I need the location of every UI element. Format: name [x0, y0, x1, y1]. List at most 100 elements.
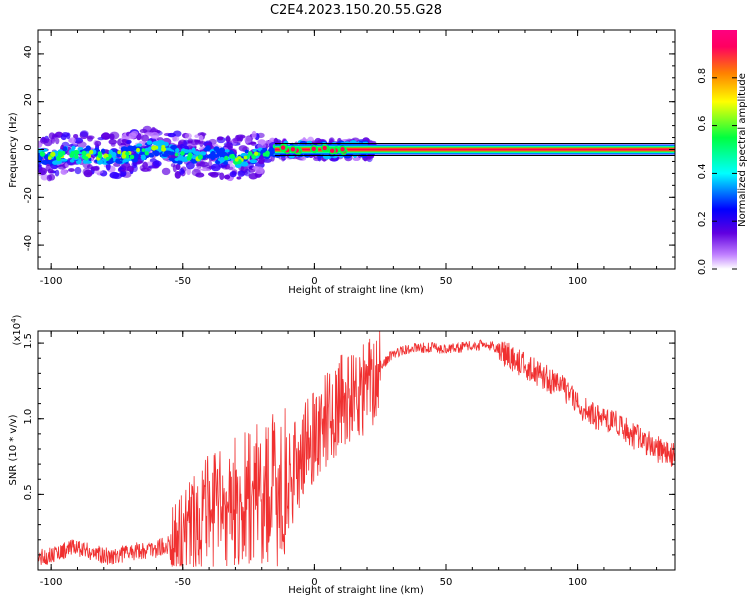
heatmap-cell	[54, 169, 60, 177]
heatmap-cell	[185, 161, 195, 170]
heatmap-cell	[121, 154, 127, 159]
spectrogram-x-tick-label: 50	[440, 276, 453, 287]
heatmap-cell	[200, 167, 211, 172]
heatmap-cell	[238, 145, 248, 152]
heatmap-cell	[161, 146, 167, 152]
spectrogram-y-tick-label: -20	[23, 187, 34, 203]
spectral-heatmap	[38, 125, 675, 182]
snr-x-tick-label: 100	[568, 577, 587, 588]
heatmap-cell	[57, 151, 64, 158]
heatmap-cell	[234, 157, 239, 162]
heatmap-cell	[172, 136, 180, 142]
heatmap-cell	[109, 171, 120, 179]
heatmap-cell	[60, 158, 68, 162]
heatmap-cell	[60, 169, 68, 175]
heatmap-cell	[76, 141, 87, 149]
heatmap-cell	[125, 151, 130, 156]
heatmap-cell	[47, 168, 54, 174]
heatmap-cell	[125, 136, 135, 140]
heatmap-cell	[232, 137, 243, 144]
heatmap-cell	[198, 134, 204, 142]
heatmap-cell	[170, 163, 176, 168]
heatmap-cell	[74, 154, 79, 159]
heatmap-cell	[47, 156, 52, 161]
heatmap-cell	[38, 167, 47, 176]
heatmap-cell	[219, 156, 225, 163]
heatmap-cell	[41, 159, 49, 165]
heatmap-cell	[254, 151, 259, 156]
colorbar-tick-label: 0.6	[697, 116, 708, 132]
heatmap-cell	[144, 151, 149, 156]
heatmap-cell	[60, 134, 67, 141]
snr-line	[38, 331, 675, 568]
heatmap-cell	[126, 165, 134, 172]
spectrogram-y-ticks: -40 -20 0 20 40	[23, 29, 675, 270]
heatmap-cell	[328, 146, 336, 155]
spectrogram-x-tick-label: -100	[40, 276, 63, 287]
heatmap-cell	[117, 150, 122, 155]
heatmap-cell	[106, 160, 114, 165]
heatmap-cell	[244, 136, 252, 144]
heatmap-cell	[186, 167, 191, 176]
heatmap-cell	[338, 145, 347, 154]
heatmap-cell	[168, 157, 174, 161]
heatmap-cell	[190, 139, 200, 146]
heatmap-cell	[105, 156, 110, 161]
heatmap-cell	[47, 159, 53, 165]
heatmap-cell	[93, 170, 104, 174]
snr-line-series	[38, 331, 675, 568]
spectrogram-y-tick-label: 0	[23, 144, 34, 150]
snr-x-ticks: -100 -50 0 50 100	[40, 331, 658, 588]
heatmap-cell	[68, 168, 75, 172]
heatmap-cell	[262, 152, 267, 157]
heatmap-cell	[81, 150, 87, 156]
heatmap-cell	[175, 147, 180, 154]
heatmap-cell	[109, 131, 120, 140]
carrier-band-peak	[274, 148, 675, 151]
heatmap-cell	[105, 162, 111, 171]
heatmap-cell	[250, 141, 257, 147]
colorbar-gradient	[712, 30, 737, 269]
heatmap-cell	[210, 151, 216, 157]
heatmap-cell	[229, 171, 237, 178]
heatmap-cell	[135, 147, 141, 153]
heatmap-cell	[289, 145, 297, 154]
heatmap-cell	[154, 159, 160, 165]
heatmap-cell	[131, 160, 138, 169]
heatmap-cell	[258, 155, 265, 164]
heatmap-cell	[97, 153, 103, 159]
colorbar-tick-label: 0.2	[697, 211, 708, 227]
heatmap-cell	[191, 168, 202, 177]
heatmap-cell	[151, 145, 157, 151]
heatmap-cell	[70, 150, 75, 155]
heatmap-cell	[139, 128, 148, 134]
heatmap-cell	[167, 132, 176, 138]
spectrogram-x-axis-label: Height of straight line (km)	[288, 285, 424, 296]
heatmap-cell	[209, 171, 219, 178]
heatmap-cell	[125, 139, 132, 144]
heatmap-cell	[79, 130, 89, 138]
heatmap-cell	[180, 151, 185, 156]
spectrogram-x-tick-label: 0	[311, 276, 317, 287]
heatmap-cell	[50, 151, 56, 157]
snr-y-tick-label: 0.5	[23, 484, 34, 500]
spectrogram-x-tick-label: 100	[568, 276, 587, 287]
snr-y-tick-label: 1.0	[23, 409, 34, 425]
heatmap-cell	[88, 149, 94, 155]
colorbar-tick-label: 0.8	[697, 68, 708, 84]
heatmap-cell	[244, 168, 251, 177]
heatmap-cell	[108, 139, 118, 145]
heatmap-cell	[94, 140, 102, 147]
snr-y-ticks: 0.5 1.0 1.5	[23, 333, 675, 571]
heatmap-cell	[201, 154, 207, 160]
heatmap-cell	[251, 130, 257, 139]
snr-x-tick-label: -50	[175, 577, 191, 588]
snr-x-tick-label: 0	[311, 577, 317, 588]
heatmap-cell	[86, 172, 93, 176]
heatmap-cell	[249, 159, 258, 164]
spectrogram-y-tick-label: -40	[23, 235, 34, 251]
chart-title: C2E4.2023.150.20.55.G28	[270, 3, 442, 18]
heatmap-cell	[236, 176, 242, 180]
heatmap-cell	[243, 155, 248, 160]
